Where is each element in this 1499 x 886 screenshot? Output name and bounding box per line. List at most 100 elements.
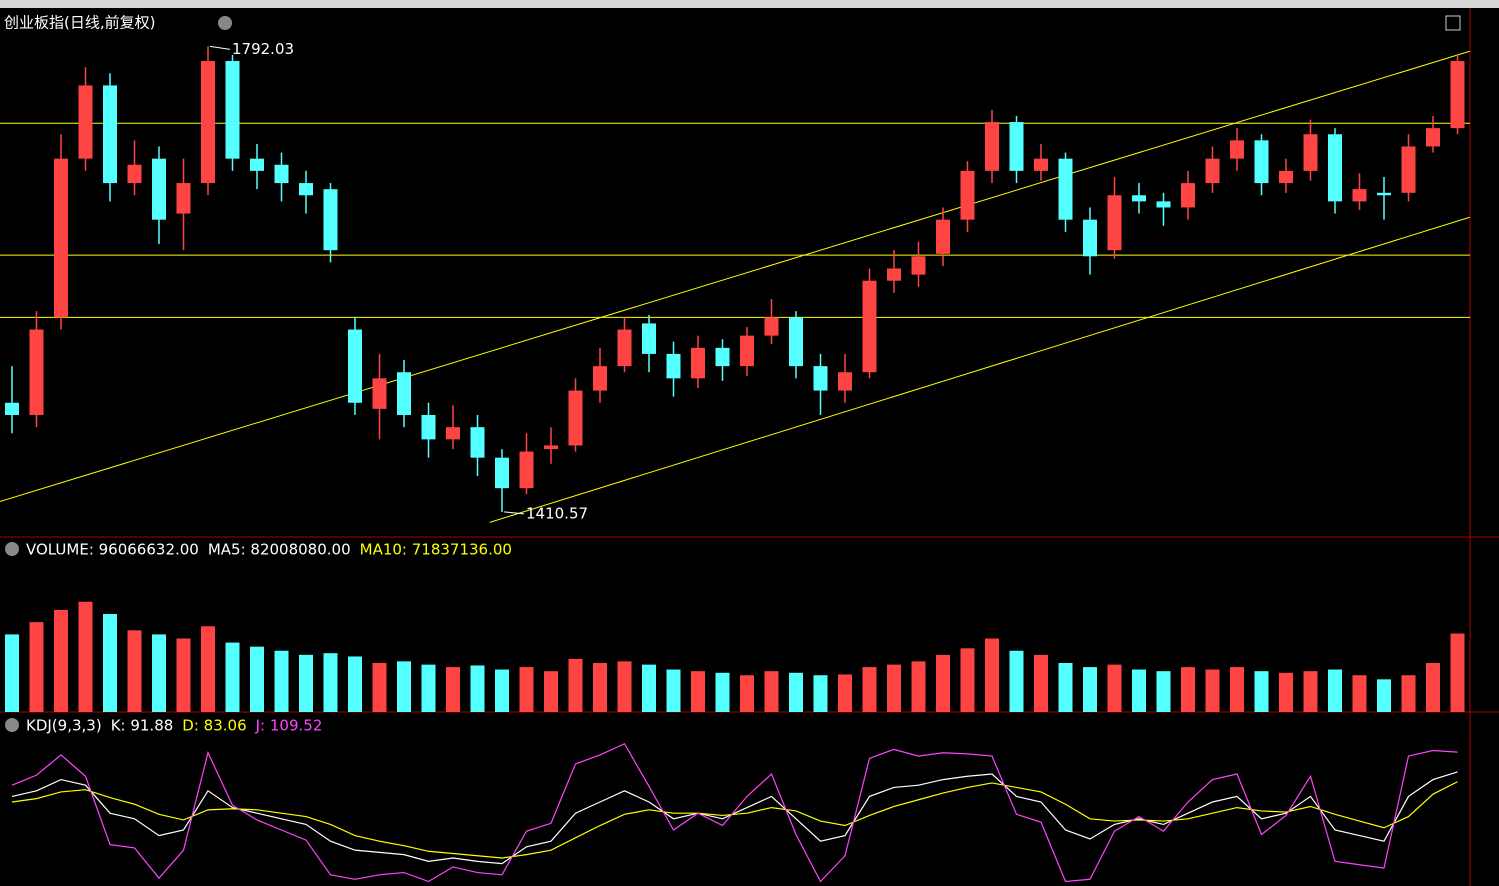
candle-body [936,219,950,254]
candle-body [887,268,901,281]
volume-bar [127,630,142,712]
candle-body [250,158,264,171]
volume-bar [5,634,19,712]
candle-body [1132,195,1146,202]
candle-body [985,122,999,171]
candle-body [1328,134,1342,202]
volume-bar [299,654,313,712]
volume-bar [1426,663,1440,712]
kdj-header: D: 83.06 [182,717,246,735]
volume-bar [838,674,852,712]
kdj-header: KDJ(9,3,3) [26,717,102,735]
volume-bar [544,671,558,712]
candle-body [1058,158,1073,220]
volume-bar [372,663,387,712]
candle-body [789,317,803,367]
volume-bar [29,622,44,712]
candle-body [1230,140,1244,159]
high-label: 1792.03 [232,40,294,58]
kdj-line [11,781,1458,859]
volume-bar [1181,667,1195,712]
candle-body [642,323,656,354]
candle-body [617,329,632,367]
volume-bar [887,664,901,712]
candle-body [372,378,387,409]
candle-body [1401,146,1416,193]
volume-bar [568,658,583,712]
candle-body [1279,170,1293,184]
candle-body [1034,158,1048,171]
candle-body [421,414,436,440]
volume-bar [78,601,93,712]
candle-body [960,170,975,220]
candle-body [397,372,411,415]
candle-body [1303,134,1318,171]
candle-body [54,158,68,318]
volume-bar [593,663,607,712]
volume-bar [1450,633,1465,712]
volume-bar [862,667,877,712]
volume-bar [1377,679,1391,712]
volume-bar [985,638,999,712]
trend-line [0,50,1470,503]
candle-body [740,335,754,367]
volume-bar [54,609,68,712]
volume-bar [1058,663,1073,712]
candle-body [29,329,44,415]
volume-bar [1107,664,1122,712]
window-icon[interactable] [1445,15,1461,31]
volume-bar [348,656,362,712]
volume-bar [470,665,485,712]
candle-body [1083,219,1097,257]
candle-body [176,183,191,214]
volume-bar [274,650,289,712]
volume-bar [323,653,338,712]
candle-body [838,372,852,391]
low-label: 1410.57 [526,504,588,522]
candle-body [446,427,460,440]
candle-body [911,256,926,275]
candle-body [544,445,558,450]
candle-body [1450,61,1465,129]
volume-bar [152,634,166,712]
volume-bar [617,661,632,712]
menu-icon[interactable] [218,16,232,30]
volume-bar [225,642,240,712]
top-strip [0,0,1499,8]
candle-body [5,402,19,415]
candle-body [666,353,681,379]
chart-title: 创业板指(日线,前复权) [4,14,155,32]
volume-bar [1254,671,1269,712]
candle-body [1205,158,1220,184]
volume-bar [960,648,975,712]
candle-body [152,158,166,220]
candle-body [323,189,338,251]
volume-bar [1230,667,1244,712]
menu-icon[interactable] [5,718,19,732]
volume-bar [495,669,509,712]
kdj-line [11,742,1458,883]
volume-bar [1279,672,1293,712]
volume-bar [103,614,117,712]
candle-body [299,183,313,196]
candle-body [1426,128,1440,147]
candle-body [348,329,362,403]
candle-body [1254,140,1269,184]
candle-body [1181,183,1195,208]
candle-body [568,390,583,446]
candle-body [274,164,289,184]
candle-body [862,280,877,373]
volume-header: MA5: 82008080.00 [208,541,351,559]
candle-body [1352,189,1367,202]
volume-bar [1205,669,1220,712]
volume-bar [1083,667,1097,712]
volume-bar [1034,654,1048,712]
volume-bar [1009,650,1024,712]
volume-bar [740,675,754,712]
candle-body [470,427,485,458]
candle-body [715,347,730,367]
low-pointer [503,511,525,515]
volume-bar [642,664,656,712]
volume-bar [911,661,926,712]
menu-icon[interactable] [5,542,19,556]
